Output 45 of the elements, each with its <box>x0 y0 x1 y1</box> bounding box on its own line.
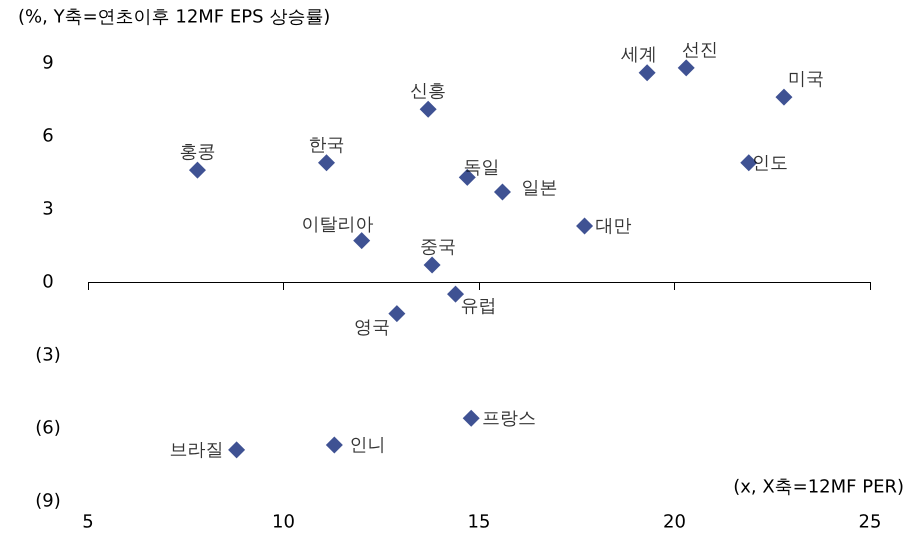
y-tick-label: 3 <box>42 198 54 220</box>
y-tick-label: (6) <box>35 418 61 438</box>
point <box>424 256 441 274</box>
annotation: 인도 <box>752 152 788 174</box>
point <box>638 64 656 82</box>
point <box>318 154 336 172</box>
y-tick-label: 6 <box>42 126 54 146</box>
x-tick-label: 5 <box>82 512 94 532</box>
annotation: 신흥 <box>410 80 446 102</box>
annotation: 영국 <box>354 317 390 338</box>
x-tick-label: 15 <box>468 512 490 532</box>
point <box>420 100 437 118</box>
point <box>326 436 343 454</box>
x-axis-title: (x, X축=12MF PER) <box>733 476 904 498</box>
y-tick-label: (9) <box>35 490 61 512</box>
annotation: 홍콩 <box>179 142 216 163</box>
x-tick-label: 25 <box>858 512 882 532</box>
annotation: 이탈리아 <box>302 214 374 236</box>
y-tick-label: (3) <box>35 344 61 366</box>
annotation: 인니 <box>349 434 386 456</box>
point <box>775 88 792 106</box>
annotation: 유럽 <box>460 296 497 317</box>
x-tick-label: 20 <box>663 512 686 532</box>
annotation: 프랑스 <box>482 408 536 429</box>
annotation: 중국 <box>420 236 456 258</box>
annotation: 세계 <box>621 44 658 66</box>
x-tick-label: 10 <box>272 512 295 532</box>
y-axis-title: (%, Y축=연초이후 12MF EPS 상승률) <box>18 6 330 28</box>
point <box>353 232 370 250</box>
point <box>188 162 206 179</box>
point <box>678 59 695 76</box>
y-tick-label: 9 <box>42 52 54 74</box>
annotation: 한국 <box>308 134 345 156</box>
annotation: 일본 <box>521 177 558 198</box>
annotation: 선진 <box>682 39 718 60</box>
point <box>576 218 594 235</box>
annotation: 대만 <box>596 216 632 237</box>
point <box>228 441 246 458</box>
annotation: 미국 <box>788 68 824 90</box>
point <box>462 410 480 427</box>
point <box>388 305 406 322</box>
annotation: 브라질 <box>170 439 224 460</box>
point <box>494 183 511 200</box>
y-tick-label: 0 <box>42 272 54 292</box>
annotation: 독일 <box>463 156 500 178</box>
